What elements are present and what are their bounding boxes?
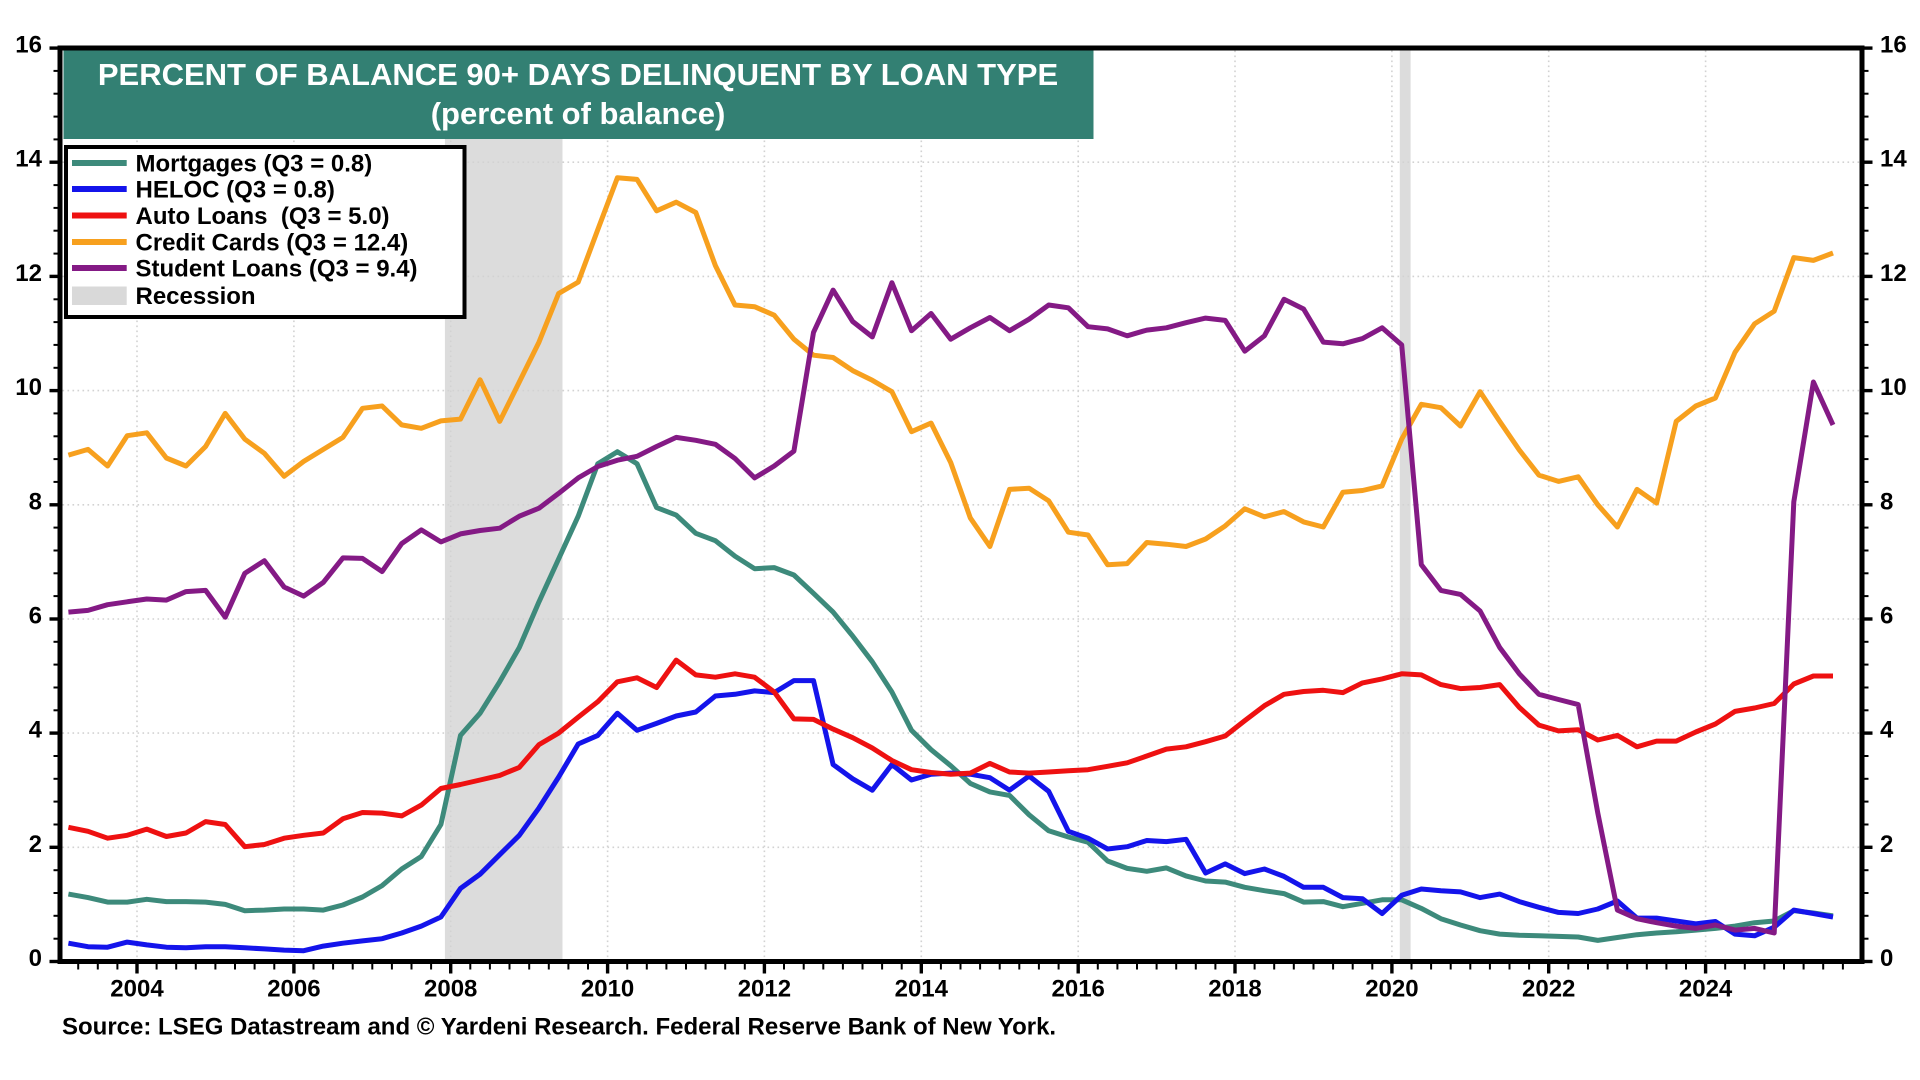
svg-text:2016: 2016 [1052, 976, 1105, 1003]
svg-text:10: 10 [1880, 374, 1907, 401]
svg-text:2008: 2008 [424, 976, 477, 1003]
svg-text:2018: 2018 [1208, 976, 1261, 1003]
svg-text:4: 4 [1880, 717, 1894, 744]
svg-text:2020: 2020 [1365, 976, 1418, 1003]
svg-text:Student Loans (Q3 = 9.4): Student Loans (Q3 = 9.4) [136, 256, 418, 283]
svg-text:8: 8 [1880, 488, 1893, 515]
svg-text:14: 14 [1880, 146, 1907, 173]
svg-text:2004: 2004 [110, 976, 164, 1003]
svg-text:2: 2 [1880, 831, 1893, 858]
svg-text:Credit Cards (Q3 = 12.4): Credit Cards (Q3 = 12.4) [136, 230, 409, 257]
svg-text:2022: 2022 [1522, 976, 1575, 1003]
svg-text:0: 0 [29, 945, 42, 972]
svg-text:2006: 2006 [267, 976, 320, 1003]
svg-text:10: 10 [15, 374, 42, 401]
svg-text:Auto Loans (Q3 = 5.0): Auto Loans (Q3 = 5.0) [136, 203, 390, 230]
svg-text:2010: 2010 [581, 976, 634, 1003]
svg-text:Source: LSEG Datastream and ©: Source: LSEG Datastream and © Yardeni Re… [62, 1014, 1056, 1041]
svg-text:6: 6 [1880, 603, 1893, 630]
svg-text:16: 16 [15, 32, 42, 59]
svg-text:(percent of balance): (percent of balance) [431, 96, 726, 131]
svg-text:6: 6 [29, 603, 42, 630]
svg-text:2012: 2012 [738, 976, 791, 1003]
svg-text:PERCENT OF BALANCE 90+ DAYS DE: PERCENT OF BALANCE 90+ DAYS DELINQUENT B… [98, 57, 1058, 92]
svg-text:14: 14 [15, 146, 42, 173]
svg-text:12: 12 [1880, 260, 1907, 287]
svg-text:HELOC (Q3 = 0.8): HELOC (Q3 = 0.8) [136, 177, 335, 204]
svg-text:Mortgages (Q3 = 0.8): Mortgages (Q3 = 0.8) [136, 151, 373, 178]
svg-text:Recession: Recession [136, 283, 256, 310]
svg-text:4: 4 [29, 717, 43, 744]
svg-text:16: 16 [1880, 32, 1907, 59]
svg-text:2014: 2014 [895, 976, 949, 1003]
svg-text:0: 0 [1880, 945, 1893, 972]
svg-text:8: 8 [29, 488, 42, 515]
svg-text:2024: 2024 [1679, 976, 1733, 1003]
svg-text:2: 2 [29, 831, 42, 858]
svg-text:12: 12 [15, 260, 42, 287]
